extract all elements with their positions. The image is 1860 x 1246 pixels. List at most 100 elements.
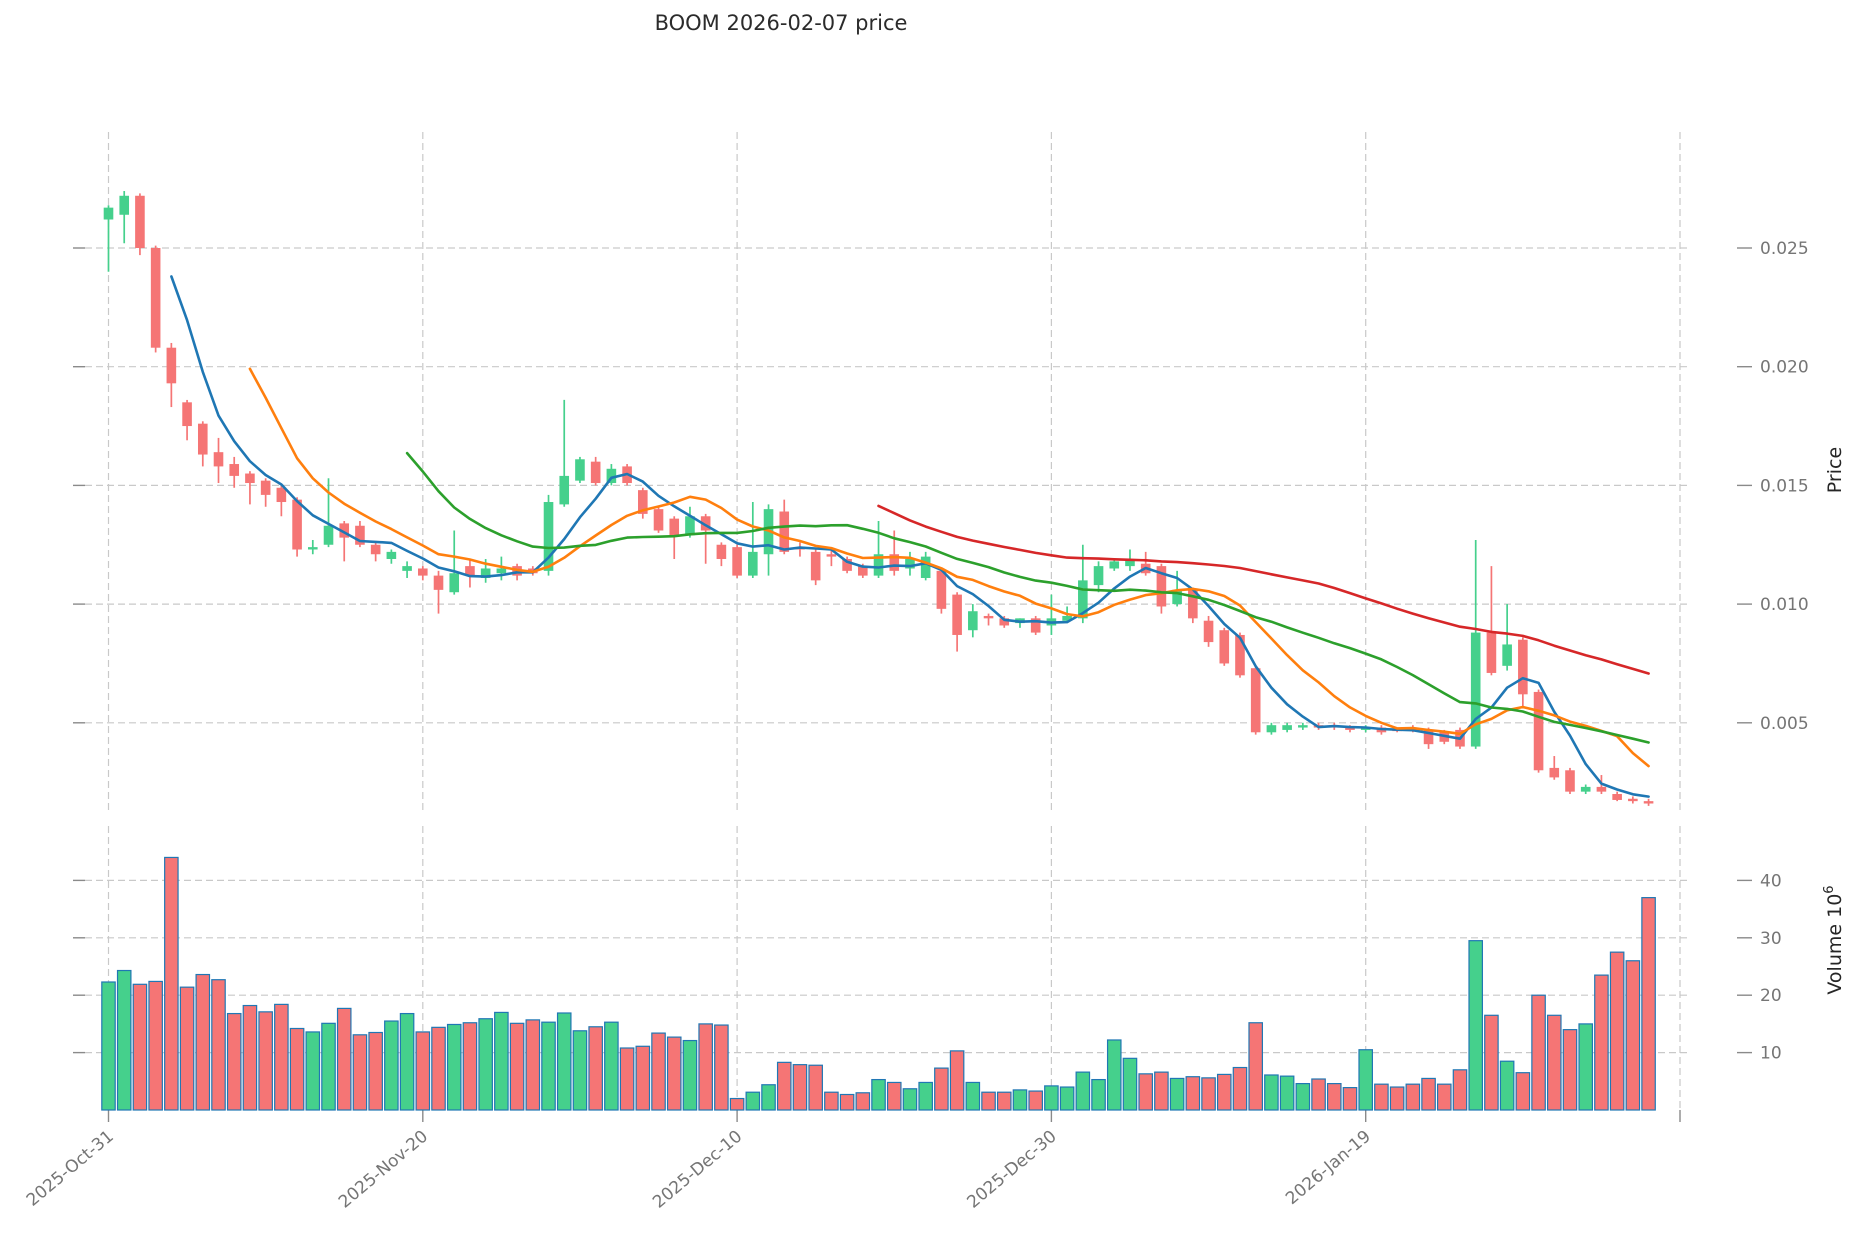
volume-bar — [824, 1091, 839, 1111]
volume-bar — [1028, 1090, 1043, 1111]
candle-body — [669, 518, 680, 536]
candle-body — [748, 551, 758, 576]
candle-body — [873, 554, 884, 576]
volume-bar — [1625, 960, 1641, 1111]
volume-bars — [101, 856, 1656, 1111]
volume-bar — [1452, 1069, 1468, 1111]
candle-body — [1596, 786, 1607, 792]
volume-bar — [792, 1064, 808, 1111]
volume-bar — [368, 1031, 383, 1111]
volume-bar — [1012, 1089, 1028, 1111]
candle-body — [1093, 566, 1104, 586]
volume-bar — [289, 1027, 305, 1111]
volume-tick-label: 10 — [1760, 1044, 1782, 1064]
candle-body — [150, 248, 161, 348]
volume-bar — [258, 1011, 273, 1111]
volume-bar — [336, 1007, 352, 1111]
volume-bar — [1138, 1073, 1153, 1111]
date-tick-label: 2026-Jan-19 — [1282, 1127, 1375, 1209]
candle-body — [999, 618, 1010, 626]
candle-body — [1219, 630, 1230, 664]
volume-bar — [462, 1022, 478, 1111]
volume-bar — [1044, 1085, 1059, 1111]
candle-body — [1235, 634, 1245, 676]
date-tick-label: 2025-Dec-10 — [649, 1127, 746, 1213]
volume-bar — [305, 1031, 321, 1111]
volume-bar — [415, 1031, 431, 1111]
volume-bar — [1342, 1087, 1358, 1111]
volume-bar — [839, 1093, 855, 1111]
volume-bar — [1515, 1072, 1531, 1111]
candle-body — [339, 523, 350, 538]
candle-body — [370, 544, 381, 555]
volume-bar — [808, 1064, 823, 1111]
candle-body — [1612, 794, 1622, 800]
volume-bar — [525, 1019, 541, 1111]
volume-bar — [1484, 1014, 1499, 1111]
candle-body — [920, 556, 931, 578]
candle-body — [119, 195, 130, 215]
candle-body — [779, 511, 790, 552]
volume-bar — [494, 1011, 509, 1111]
candle-body — [260, 480, 271, 495]
candle-body — [1549, 767, 1560, 778]
candle-body — [968, 611, 978, 631]
volume-bar — [1201, 1077, 1216, 1111]
volume-bar — [352, 1034, 368, 1111]
price-tick-label: 0.025 — [1760, 239, 1809, 259]
volume-bar — [996, 1091, 1012, 1111]
volume-bar — [1248, 1022, 1263, 1111]
axis-labels: BOOM 2026-02-07 price Price Volume 106 — [655, 11, 1846, 995]
candle-body — [1518, 639, 1528, 695]
price-tick-label: 0.005 — [1760, 714, 1809, 734]
candle-body — [496, 568, 507, 574]
volume-bar — [1358, 1049, 1373, 1111]
volume-bar — [1609, 951, 1625, 1111]
volume-bar — [101, 981, 116, 1111]
candle-body — [1565, 770, 1575, 792]
candle-body — [1345, 727, 1355, 730]
volume-bar — [981, 1091, 996, 1111]
candle-body — [433, 575, 444, 590]
volume-bar — [1562, 1029, 1578, 1111]
candle-body — [166, 347, 177, 384]
price-tick-label: 0.020 — [1760, 358, 1809, 378]
candle-body — [653, 509, 664, 531]
candle-body — [103, 207, 114, 220]
volume-bar — [1531, 994, 1546, 1111]
candle-body — [402, 566, 412, 571]
candle-body — [213, 452, 224, 467]
volume-bar — [164, 856, 179, 1111]
volume-bar — [1468, 940, 1484, 1111]
volume-bar — [604, 1021, 619, 1111]
candle-body — [182, 402, 192, 427]
volume-bar — [1436, 1083, 1452, 1111]
volume-bar — [1546, 1014, 1562, 1111]
price-tick-label: 0.015 — [1760, 476, 1809, 496]
candle-body — [276, 487, 287, 503]
gridlines — [85, 132, 1690, 1110]
volume-bar — [1326, 1082, 1342, 1111]
volume-bar — [619, 1047, 635, 1111]
volume-bar — [965, 1081, 981, 1111]
candle-body — [1628, 798, 1638, 802]
candle-body — [700, 516, 711, 531]
volume-bar — [226, 1012, 242, 1111]
volume-bar — [1594, 974, 1609, 1111]
volume-bar — [934, 1067, 949, 1111]
volume-bar — [431, 1026, 446, 1111]
candle-body — [307, 547, 318, 550]
candle-body — [826, 554, 837, 557]
volume-bar — [666, 1036, 682, 1111]
candle-body — [606, 468, 617, 484]
volume-bar — [682, 1039, 698, 1111]
volume-bar — [1578, 1023, 1594, 1111]
candle-body — [732, 547, 742, 576]
volume-tick-label: 30 — [1760, 929, 1782, 949]
volume-bar — [1216, 1073, 1232, 1111]
volume-bar — [446, 1023, 462, 1111]
mav-line-5 — [170, 275, 1650, 798]
volume-bar — [1421, 1077, 1436, 1111]
candle-body — [590, 461, 601, 484]
